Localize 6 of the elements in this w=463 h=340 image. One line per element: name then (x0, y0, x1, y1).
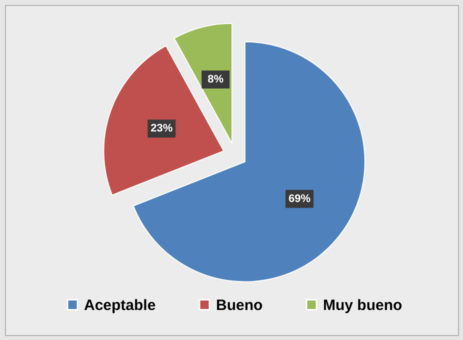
data-label: 23% (150, 122, 173, 135)
legend-label: Bueno (216, 296, 263, 314)
legend-label: Aceptable (84, 296, 156, 314)
data-label: 69% (288, 192, 311, 205)
data-label: 8% (208, 73, 224, 86)
legend-label: Muy bueno (323, 296, 402, 314)
